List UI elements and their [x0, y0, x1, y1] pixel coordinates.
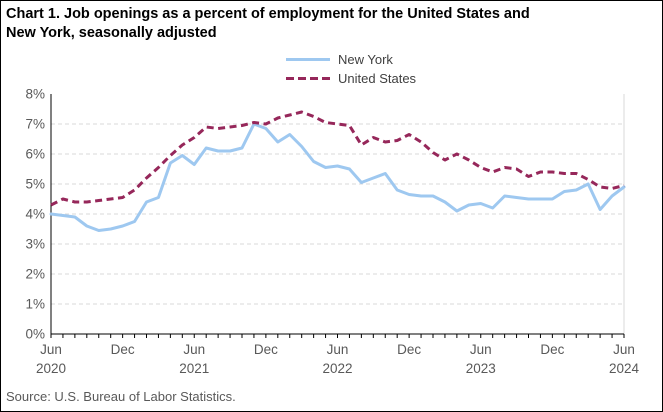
- svg-text:2024: 2024: [609, 361, 640, 376]
- svg-text:2020: 2020: [36, 361, 66, 376]
- solid-line-swatch-icon: [286, 57, 330, 61]
- series-line-united-states: [50, 110, 625, 207]
- svg-text:Jun: Jun: [613, 342, 635, 357]
- gridlines: [51, 94, 625, 334]
- svg-text:5%: 5%: [25, 177, 45, 192]
- svg-text:Jun: Jun: [40, 342, 62, 357]
- svg-text:Dec: Dec: [111, 342, 135, 357]
- svg-text:Dec: Dec: [540, 342, 564, 357]
- svg-text:2021: 2021: [179, 361, 209, 376]
- dashed-line-swatch-icon: [286, 76, 330, 80]
- legend-label-united-states: United States: [338, 70, 417, 86]
- y-axis-labels: 0% 1% 2% 3% 4% 5% 6% 7% 8%: [25, 87, 45, 342]
- svg-text:Dec: Dec: [254, 342, 278, 357]
- svg-text:7%: 7%: [25, 117, 45, 132]
- legend-item-new-york: New York: [284, 50, 416, 68]
- chart-title: Chart 1. Job openings as a percent of em…: [6, 6, 530, 41]
- svg-text:1%: 1%: [25, 297, 45, 312]
- svg-text:Dec: Dec: [397, 342, 421, 357]
- legend: New York United States: [284, 50, 416, 87]
- source-note: Source: U.S. Bureau of Labor Statistics.: [6, 389, 236, 404]
- svg-text:Jun: Jun: [470, 342, 492, 357]
- svg-text:0%: 0%: [25, 327, 45, 342]
- svg-text:2022: 2022: [322, 361, 352, 376]
- svg-text:4%: 4%: [25, 207, 45, 222]
- series-line-new-york: [49, 122, 626, 232]
- x-axis-labels: Jun 2020 Dec Jun 2021 Dec Jun 2022 Dec Jun 2023 Dec…: [36, 342, 640, 376]
- legend-label-new-york: New York: [338, 51, 393, 67]
- svg-text:2023: 2023: [466, 361, 496, 376]
- svg-text:Jun: Jun: [183, 342, 205, 357]
- svg-text:6%: 6%: [25, 147, 45, 162]
- svg-text:Jun: Jun: [327, 342, 349, 357]
- legend-item-united-states: United States: [284, 69, 416, 87]
- svg-text:3%: 3%: [25, 237, 45, 252]
- svg-text:8%: 8%: [25, 87, 45, 102]
- svg-text:2%: 2%: [25, 267, 45, 282]
